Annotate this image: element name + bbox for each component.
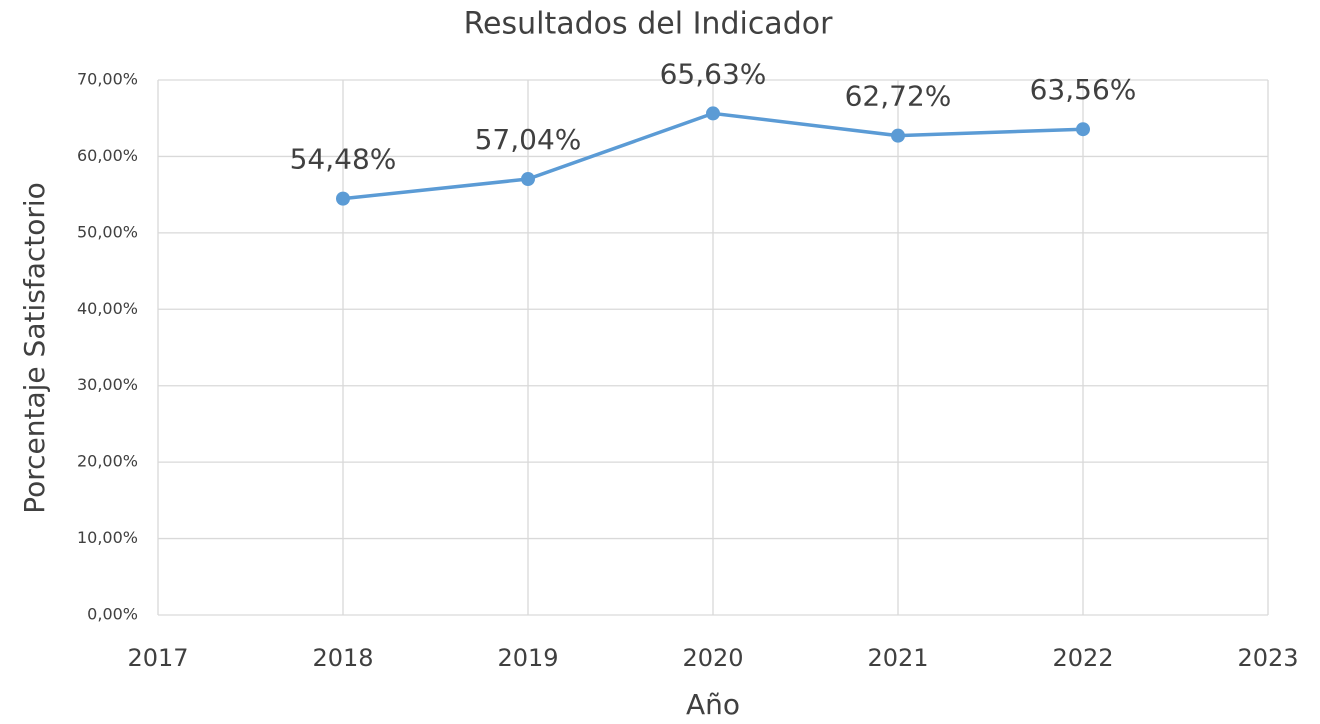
x-tick-label: 2018 <box>312 644 373 672</box>
y-tick-label: 10,00% <box>77 528 138 547</box>
y-tick-label: 60,00% <box>77 146 138 165</box>
data-label: 65,63% <box>660 57 767 90</box>
y-tick-label: 0,00% <box>87 605 138 624</box>
data-label: 57,04% <box>475 123 582 156</box>
y-axis-title: Porcentaje Satisfactorio <box>18 182 51 514</box>
data-point <box>706 106 720 121</box>
chart-title: Resultados del Indicador <box>464 7 834 42</box>
x-tick-label: 2019 <box>497 644 558 672</box>
data-label: 54,48% <box>290 143 397 176</box>
y-tick-label: 70,00% <box>77 70 138 89</box>
data-label: 62,72% <box>845 80 952 113</box>
x-tick-label: 2022 <box>1052 644 1113 672</box>
x-tick-label: 2021 <box>867 644 928 672</box>
data-point <box>521 172 535 187</box>
y-tick-label: 50,00% <box>77 222 138 241</box>
x-tick-label: 2017 <box>127 644 188 672</box>
x-tick-label: 2023 <box>1237 644 1298 672</box>
data-point <box>891 128 905 143</box>
y-tick-label: 20,00% <box>77 452 138 471</box>
data-label: 63,56% <box>1030 73 1137 106</box>
x-tick-label: 2020 <box>682 644 743 672</box>
y-tick-label: 40,00% <box>77 299 138 318</box>
data-point <box>336 191 350 206</box>
data-point <box>1076 122 1090 137</box>
x-axis-title: Año <box>686 688 740 721</box>
y-tick-label: 30,00% <box>77 375 138 394</box>
